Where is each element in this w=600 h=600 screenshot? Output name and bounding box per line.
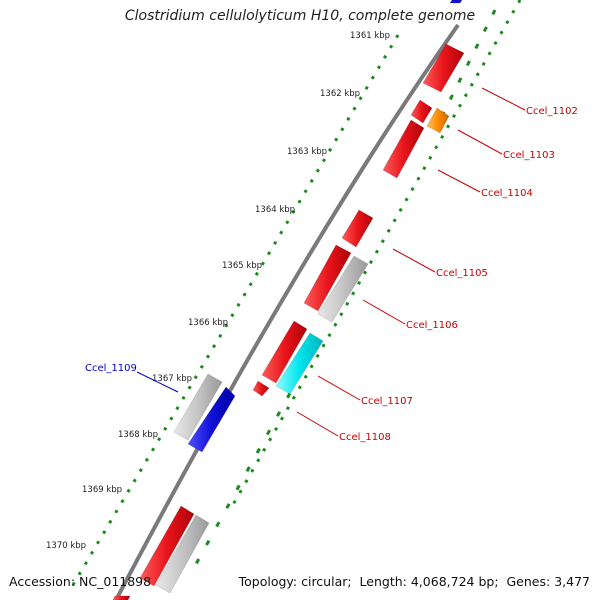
tick-label: 1369 kbp	[82, 485, 122, 495]
feature-red	[112, 595, 131, 600]
genes-value: 3,477	[554, 574, 590, 589]
feature-grey	[155, 514, 210, 594]
feature-blue	[187, 386, 236, 453]
topology-value: circular	[301, 574, 348, 589]
gene-label-ccel-1104: Ccel_1104	[481, 188, 533, 199]
feature-grey	[173, 373, 223, 441]
label-leader-line	[392, 248, 436, 273]
genes-label: Genes:	[506, 574, 551, 589]
topology-label: Topology:	[238, 574, 298, 589]
tick-label: 1362 kbp	[320, 89, 360, 99]
label-leader-line	[437, 169, 481, 193]
feature-red	[252, 380, 270, 397]
gene-label-ccel-1106: Ccel_1106	[406, 320, 458, 331]
tick-label: 1364 kbp	[255, 205, 295, 215]
gene-labels: Ccel_1102 Ccel_1103 Ccel_1104 Ccel_1105 Ccel…	[85, 87, 578, 443]
gene-label-ccel-1105: Ccel_1105	[436, 268, 488, 279]
feature-orange	[426, 107, 450, 134]
feature-cyan	[275, 332, 324, 395]
feature-red	[261, 320, 308, 384]
accession-label: Accession:	[9, 574, 76, 589]
tick-label: 1368 kbp	[118, 430, 158, 440]
label-leader-line	[136, 371, 179, 393]
gene-label-ccel-1102: Ccel_1102	[526, 106, 578, 117]
ruler-dash-lower	[188, 374, 302, 576]
gene-label-ccel-1109: Ccel_1109	[85, 363, 137, 374]
genome-title: Clostridium cellulolyticum H10, complete…	[124, 8, 476, 24]
tick-label: 1363 kbp	[287, 147, 327, 157]
feature-red	[382, 119, 425, 179]
tick-labels: 1361 kbp 1362 kbp 1363 kbp 1364 kbp 1365 kbp…	[46, 31, 390, 551]
feature-blue	[449, 0, 463, 4]
gene-label-ccel-1103: Ccel_1103	[503, 150, 555, 161]
tick-label: 1361 kbp	[350, 31, 390, 41]
feature-red	[341, 209, 374, 248]
length-value: 4,068,724 bp	[410, 574, 495, 589]
accession-info: Accession: NC_011898	[9, 574, 151, 589]
length-label: Length:	[359, 574, 407, 589]
feature-red	[410, 99, 433, 124]
gene-label-ccel-1108: Ccel_1108	[339, 432, 391, 443]
genome-stats: Topology: circular; Length: 4,068,724 bp…	[238, 574, 590, 589]
label-leader-line	[296, 411, 339, 437]
ruler-dot-lines	[68, 0, 522, 591]
gene-features	[112, 0, 465, 600]
tick-label: 1365 kbp	[222, 261, 262, 271]
label-leader-line	[457, 129, 503, 155]
ruler-line-2	[228, 0, 522, 511]
label-leader-line	[362, 299, 406, 325]
feature-red	[303, 244, 352, 312]
genome-backbone	[114, 23, 460, 600]
tick-label: 1366 kbp	[188, 318, 228, 328]
feature-grey	[317, 255, 369, 323]
tick-label: 1370 kbp	[46, 541, 86, 551]
feature-red	[139, 505, 195, 587]
accession-value: NC_011898	[79, 574, 152, 589]
tick-label: 1367 kbp	[152, 374, 192, 384]
label-leader-line	[481, 87, 526, 111]
feature-red	[422, 43, 465, 93]
ruler-line-1	[68, 34, 400, 591]
gene-label-ccel-1107: Ccel_1107	[361, 396, 413, 407]
ruler-dash-upper	[438, 9, 497, 121]
label-leader-line	[317, 375, 361, 401]
